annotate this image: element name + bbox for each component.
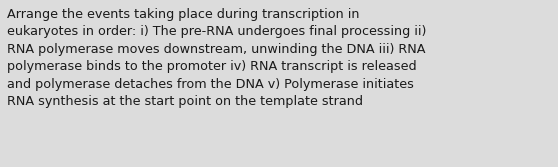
Text: Arrange the events taking place during transcription in
eukaryotes in order: i) : Arrange the events taking place during t… bbox=[7, 8, 426, 108]
